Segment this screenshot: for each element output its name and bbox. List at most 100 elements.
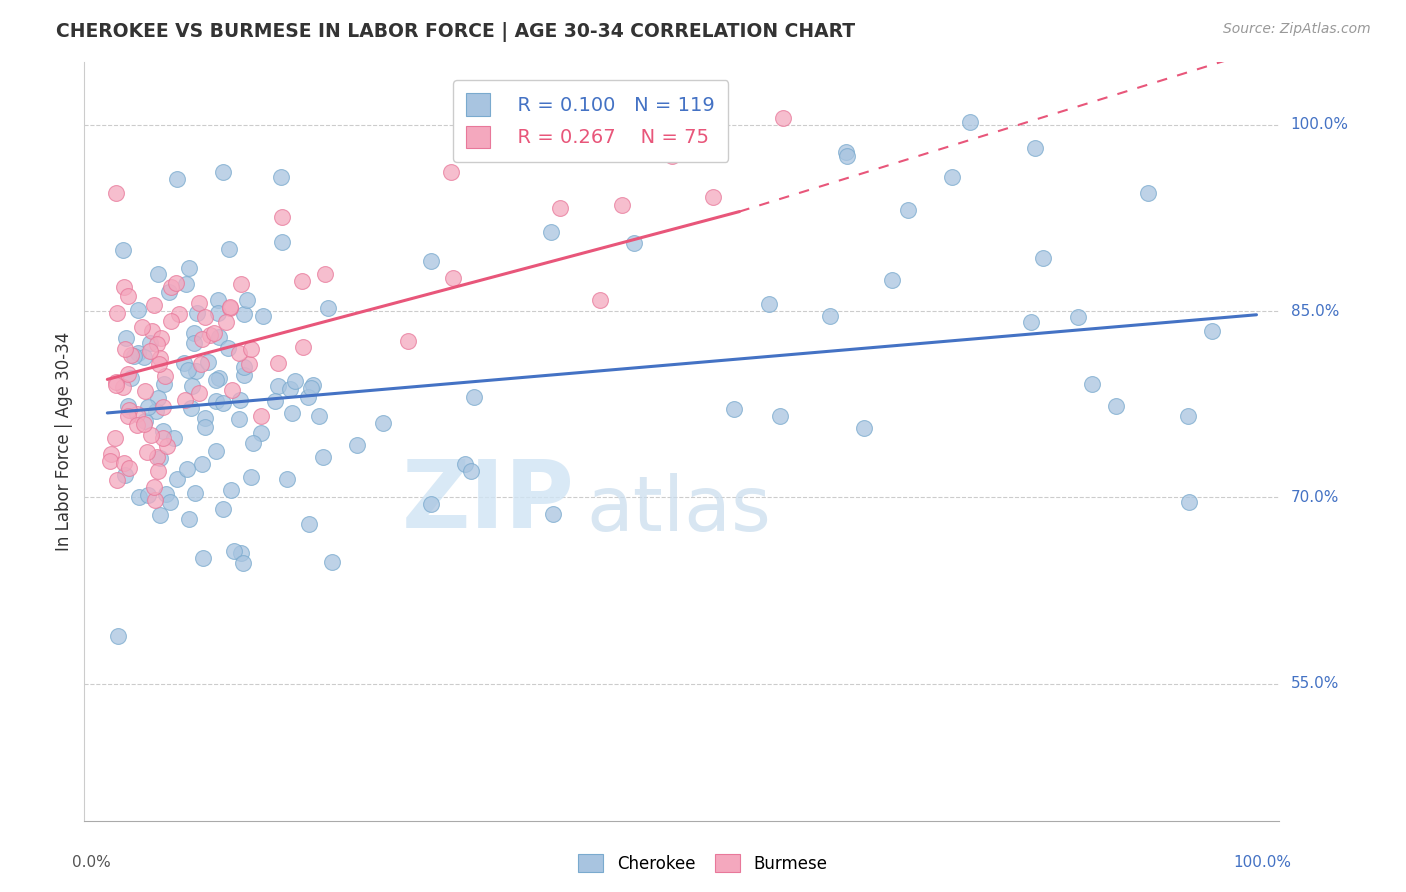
Point xyxy=(239,469,262,483)
Point xyxy=(702,190,724,204)
Point xyxy=(441,270,464,285)
Point xyxy=(232,557,254,571)
Point xyxy=(122,349,145,363)
Point xyxy=(183,326,205,341)
Point xyxy=(180,401,202,415)
Point xyxy=(229,277,252,292)
Point xyxy=(834,145,856,159)
Point xyxy=(1080,377,1102,392)
Point xyxy=(221,383,243,397)
Point xyxy=(242,436,264,450)
Point xyxy=(143,479,166,493)
Point xyxy=(218,242,240,256)
Text: atlas: atlas xyxy=(586,473,770,547)
Point xyxy=(174,393,197,408)
Point xyxy=(270,170,292,185)
Point xyxy=(105,473,128,487)
Point xyxy=(149,331,172,345)
Point xyxy=(959,114,981,128)
Point xyxy=(219,300,242,314)
Point xyxy=(177,363,200,377)
Point xyxy=(181,379,204,393)
Point xyxy=(250,425,273,440)
Point xyxy=(314,267,336,281)
Point xyxy=(152,424,174,438)
Point xyxy=(190,357,212,371)
Point xyxy=(134,384,156,399)
Point xyxy=(105,186,128,201)
Point xyxy=(540,225,562,239)
Point xyxy=(205,444,228,458)
Text: 100.0%: 100.0% xyxy=(1291,117,1348,132)
Point xyxy=(232,360,254,375)
Point xyxy=(346,438,368,452)
Point xyxy=(769,409,792,424)
Point xyxy=(145,404,167,418)
Point xyxy=(177,261,200,276)
Point xyxy=(440,164,463,178)
Text: 70.0%: 70.0% xyxy=(1291,490,1339,505)
Point xyxy=(236,293,259,307)
Point xyxy=(543,508,565,522)
Point xyxy=(146,392,169,406)
Text: 0.0%: 0.0% xyxy=(73,855,111,870)
Point xyxy=(610,198,633,212)
Point xyxy=(232,307,254,321)
Point xyxy=(217,341,239,355)
Point xyxy=(202,326,225,341)
Point xyxy=(112,380,135,394)
Point xyxy=(1105,399,1128,413)
Point xyxy=(134,350,156,364)
Point xyxy=(219,301,242,315)
Point xyxy=(1201,324,1223,338)
Point xyxy=(128,490,150,504)
Point xyxy=(146,336,169,351)
Point xyxy=(146,267,169,281)
Point xyxy=(143,298,166,312)
Point xyxy=(298,516,321,531)
Point xyxy=(321,555,343,569)
Point xyxy=(204,394,226,409)
Point xyxy=(1136,186,1159,201)
Point xyxy=(284,374,307,388)
Point xyxy=(136,400,159,414)
Point xyxy=(179,512,201,526)
Point xyxy=(589,293,612,307)
Point xyxy=(127,418,149,433)
Point xyxy=(661,149,683,163)
Point xyxy=(197,355,219,369)
Point xyxy=(159,280,181,294)
Point xyxy=(297,390,319,404)
Point xyxy=(146,450,169,465)
Point xyxy=(264,393,287,408)
Point xyxy=(208,330,231,344)
Point xyxy=(207,370,229,384)
Point xyxy=(267,356,290,370)
Point xyxy=(835,149,858,163)
Point xyxy=(104,431,127,445)
Point xyxy=(420,253,443,268)
Point xyxy=(188,296,211,310)
Point xyxy=(280,406,302,420)
Point xyxy=(853,421,876,435)
Point xyxy=(215,315,238,329)
Point xyxy=(1032,251,1054,265)
Point xyxy=(114,342,136,356)
Point xyxy=(139,427,162,442)
Point xyxy=(136,488,159,502)
Point xyxy=(100,447,122,461)
Point xyxy=(1178,494,1201,508)
Point xyxy=(184,364,207,378)
Point xyxy=(240,342,263,356)
Point xyxy=(229,393,252,408)
Point xyxy=(118,402,141,417)
Point xyxy=(104,377,127,392)
Legend: Cherokee, Burmese: Cherokee, Burmese xyxy=(572,847,834,880)
Point xyxy=(219,483,242,497)
Point xyxy=(186,306,208,320)
Point xyxy=(292,340,315,354)
Point xyxy=(148,451,170,466)
Point xyxy=(166,472,188,486)
Point xyxy=(194,420,217,434)
Point xyxy=(191,550,214,565)
